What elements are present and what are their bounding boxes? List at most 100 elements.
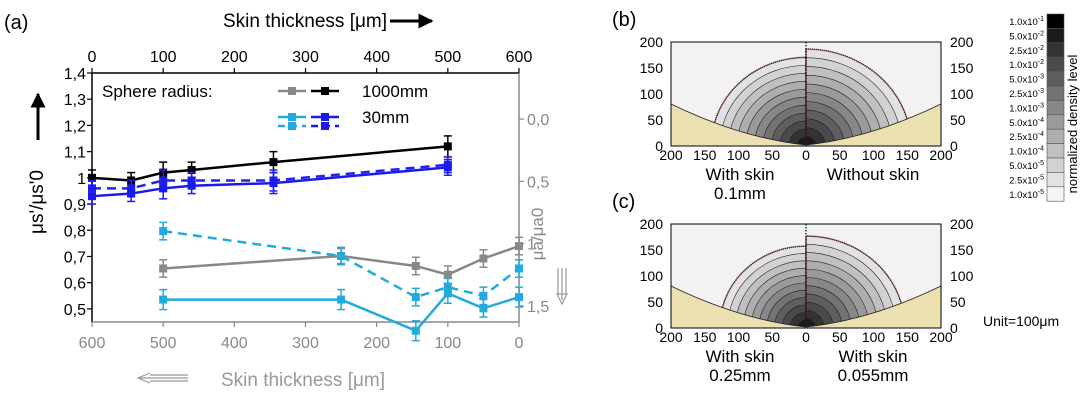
colorbar-swatch [1046, 28, 1065, 44]
colorbar-swatch [1046, 100, 1065, 116]
skin-surface [671, 104, 941, 146]
colorbar-levels: 1.0x10-1 5.0x10-2 2.5x10-2 1.0x10-2 5.0x10-3… [1009, 13, 1065, 202]
colorbar-level-label: 2.5x10-4 [1009, 131, 1044, 143]
map-y-tick-left: 0 [655, 138, 663, 154]
legend: Sphere radius: 1000mm 30mm [102, 82, 428, 130]
legend-title: Sphere radius: [102, 82, 213, 101]
colorbar-level-label: 2.5x10-2 [1009, 45, 1044, 57]
data-point [443, 270, 452, 279]
map-x-tick-label: 0 [802, 329, 810, 345]
data-point [515, 264, 523, 273]
data-point [411, 261, 420, 270]
map-y-tick-right: 200 [950, 34, 974, 50]
data-point [443, 163, 452, 172]
map-x-tick-label: 200 [659, 329, 683, 345]
legend-marker [288, 87, 296, 95]
map-frame [670, 41, 942, 147]
map-x-tick-label: 150 [693, 147, 717, 163]
colorbar-swatch [1046, 71, 1065, 87]
top-tick-label: 200 [221, 49, 248, 66]
colorbar: 1.0x10-1 5.0x10-2 2.5x10-2 1.0x10-2 5.0x10-3… [1009, 13, 1080, 202]
colorbar-level-label: 2.5x10-5 [1009, 174, 1044, 186]
surface-line [670, 285, 942, 328]
data-point [269, 179, 278, 188]
map-y-tick-right: 50 [950, 294, 966, 310]
map-y-tick-right: 100 [950, 268, 974, 284]
panel-c-label: (c) [612, 191, 635, 213]
density-map-c [670, 223, 942, 329]
legend-marker [288, 122, 296, 130]
map-y-tick-left: 0 [655, 320, 663, 336]
map-y-tick-left: 200 [640, 216, 664, 232]
colorbar-swatch [1046, 157, 1065, 173]
legend-marker [321, 113, 329, 121]
map-x-tick-label: 100 [727, 329, 751, 345]
right-axis-label: μa/μa0 [528, 208, 547, 261]
map-x-tick-label: 150 [896, 329, 920, 345]
map-x-tick-label: 200 [929, 147, 953, 163]
map-x-tick-label: 100 [727, 147, 751, 163]
data-point [127, 189, 136, 198]
top-axis-label: Skin thickness [μm] [223, 11, 387, 32]
map-x-tick-label: 150 [693, 329, 717, 345]
colorbar-label: normalized density level [1065, 55, 1080, 194]
right-axis-label-group: μa/μa0 [528, 208, 568, 306]
top-tick-label: 400 [363, 49, 390, 66]
data-point [159, 264, 168, 273]
data-point [269, 158, 278, 167]
map-y-tick-right: 150 [950, 60, 974, 76]
legend-marker [288, 113, 296, 121]
legend-entry-label: 1000mm [362, 82, 428, 101]
map-y-tick-left: 200 [640, 34, 664, 50]
colorbar-level-label: 5.0x10-5 [1009, 160, 1044, 172]
left-axis-ticks: 1,4 1,3 1,2 1,1 1 0,9 0,8 0,7 0,6 0,5 [64, 66, 92, 319]
panel-a-label: (a) [4, 12, 28, 34]
map-x-tick-label: 50 [832, 329, 848, 345]
colorbar-swatch [1046, 143, 1065, 159]
map-x-tick-label: 150 [896, 147, 920, 163]
map-y-tick-right: 50 [950, 112, 966, 128]
data-point [411, 326, 420, 335]
contour-noise-edge [710, 56, 807, 146]
colorbar-swatch [1046, 128, 1065, 144]
right-axis-ticks: 0,0 0,5 1 1,5 [519, 112, 549, 316]
map-y-tick-right: 0 [950, 320, 958, 336]
series-layer [88, 135, 523, 342]
panel-a: (a) Skin thickness [μm] 0 100 200 300 400 500… [4, 11, 568, 391]
top-tick-label: 500 [434, 49, 461, 66]
data-point [337, 252, 346, 261]
colorbar-level-label: 1.0x10-2 [1009, 59, 1044, 71]
map-y-tick-left: 50 [647, 112, 663, 128]
data-point [88, 173, 96, 182]
caption-left: 0.25mm [709, 366, 770, 385]
left-tick-label: 0,5 [64, 302, 86, 319]
colorbar-swatch [1046, 186, 1065, 202]
right-tick-label: 0,0 [527, 112, 549, 129]
map-x-tick-label: 200 [929, 329, 953, 345]
panel-b-label: (b) [612, 9, 636, 31]
bottom-tick-label: 200 [363, 335, 390, 352]
caption-left: With skin [706, 165, 775, 184]
bottom-tick-label: 600 [79, 335, 106, 352]
left-tick-label: 0,9 [64, 197, 86, 214]
map-right-half [805, 235, 906, 328]
colorbar-swatch [1046, 172, 1065, 188]
data-point [159, 184, 168, 193]
map-y-tick-left: 100 [640, 268, 664, 284]
caption-right: 0.055mm [838, 366, 909, 385]
data-point [88, 192, 96, 201]
bottom-tick-label: 0 [515, 335, 524, 352]
data-point [479, 304, 488, 313]
data-point [443, 289, 452, 298]
caption-right: With skin [839, 347, 908, 366]
bottom-axis-arrow [136, 372, 188, 384]
series-line [163, 244, 520, 277]
colorbar-level-label: 2.5x10-3 [1009, 88, 1044, 100]
left-tick-label: 1,1 [64, 145, 86, 162]
map-y-tick-right: 150 [950, 242, 974, 258]
legend-rows: 1000mm 30mm [278, 82, 428, 130]
colorbar-level-label: 5.0x10-3 [1009, 74, 1044, 86]
